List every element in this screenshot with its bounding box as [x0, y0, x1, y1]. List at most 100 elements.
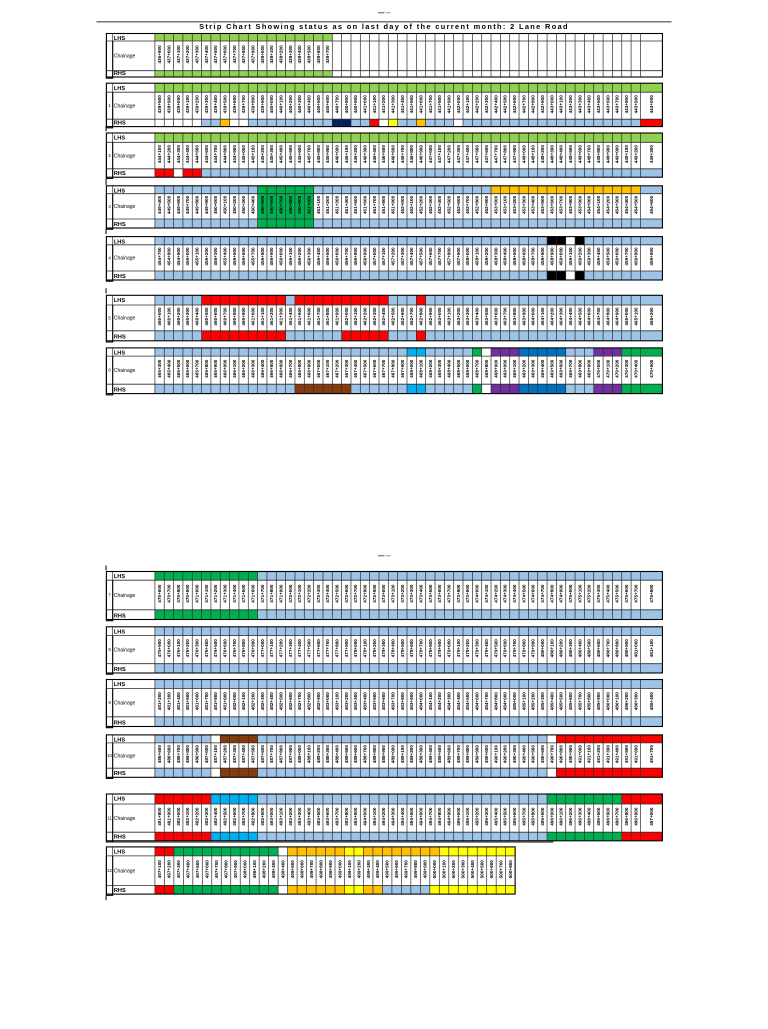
svg-text:453+600: 453+600: [549, 195, 554, 214]
svg-text:493+600: 493+600: [325, 807, 330, 826]
svg-text:485+400: 485+400: [549, 692, 554, 711]
svg-text:445+000: 445+000: [241, 145, 246, 164]
svg-text:474+000: 474+000: [475, 584, 480, 603]
svg-text:468+800: 468+800: [484, 359, 489, 378]
svg-text:476+000: 476+000: [166, 639, 171, 658]
svg-text:473+600: 473+600: [437, 584, 442, 603]
svg-text:476+600: 476+600: [222, 639, 227, 658]
svg-text:492+600: 492+600: [232, 807, 237, 826]
svg-text:471+700: 471+700: [260, 584, 265, 603]
svg-text:446+000: 446+000: [335, 145, 340, 164]
svg-text:491+800: 491+800: [157, 807, 162, 826]
svg-text:478+400: 478+400: [391, 639, 396, 658]
svg-text:484+600: 484+600: [475, 692, 480, 711]
svg-text:463+400: 463+400: [475, 307, 480, 326]
svg-text:482+600: 482+600: [288, 692, 293, 711]
svg-text:439+200: 439+200: [194, 95, 199, 114]
svg-text:463+000: 463+000: [437, 307, 442, 326]
svg-text:438+900: 438+900: [166, 95, 171, 114]
svg-text:477+600: 477+600: [316, 639, 321, 658]
svg-text:452+800: 452+800: [475, 195, 480, 214]
svg-text:499+100: 499+100: [347, 860, 352, 879]
svg-text:498+100: 498+100: [252, 860, 257, 879]
svg-text:484+800: 484+800: [493, 692, 498, 711]
svg-text:499+200: 499+200: [356, 860, 361, 879]
svg-text:441+900: 441+900: [447, 95, 452, 114]
svg-text:458+500: 458+500: [512, 247, 517, 266]
svg-text:483+200: 483+200: [344, 692, 349, 711]
svg-text:444+100: 444+100: [157, 145, 162, 164]
svg-text:439+600: 439+600: [232, 95, 237, 114]
svg-text:444+800: 444+800: [222, 145, 227, 164]
svg-text:480+900: 480+900: [624, 639, 629, 658]
svg-text:458+600: 458+600: [521, 247, 526, 266]
svg-text:439+400: 439+400: [213, 95, 218, 114]
svg-text:485+900: 485+900: [596, 692, 601, 711]
svg-text:RHS: RHS: [114, 771, 126, 777]
svg-text:467+900: 467+900: [400, 359, 405, 378]
svg-text:500+600: 500+600: [489, 860, 494, 879]
svg-text:471+900: 471+900: [279, 584, 284, 603]
svg-text:486+400: 486+400: [649, 692, 654, 711]
svg-text:487+300: 487+300: [232, 745, 237, 764]
svg-text:484+500: 484+500: [465, 692, 470, 711]
svg-text:442+000: 442+000: [456, 95, 461, 114]
svg-text:454+500: 454+500: [633, 195, 638, 214]
svg-text:475+000: 475+000: [568, 584, 573, 603]
svg-text:445+700: 445+700: [307, 145, 312, 164]
svg-text:437+600: 437+600: [222, 45, 227, 64]
svg-text:450+000: 450+000: [213, 195, 218, 214]
svg-text:449+800: 449+800: [194, 195, 199, 214]
svg-text:486+200: 486+200: [624, 692, 629, 711]
svg-text:RHS: RHS: [114, 387, 126, 393]
svg-text:499+800: 499+800: [413, 860, 418, 879]
svg-text:444+500: 444+500: [194, 145, 199, 164]
svg-text:440+700: 440+700: [335, 95, 340, 114]
svg-text:481+500: 481+500: [185, 692, 190, 711]
svg-text:467+800: 467+800: [391, 359, 396, 378]
svg-text:445+800: 445+800: [316, 145, 321, 164]
svg-text:469+600: 469+600: [559, 359, 564, 378]
svg-text:499+900: 499+900: [423, 860, 428, 879]
svg-text:460+700: 460+700: [222, 307, 227, 326]
svg-text:453+500: 453+500: [540, 195, 545, 214]
svg-text:481+000: 481+000: [633, 639, 638, 658]
svg-text:475+800: 475+800: [649, 584, 654, 603]
svg-text:489+100: 489+100: [400, 745, 405, 764]
svg-text:492+300: 492+300: [204, 807, 209, 826]
svg-text:444+300: 444+300: [176, 145, 181, 164]
svg-text:Chainage: Chainage: [114, 868, 136, 874]
svg-text:500+300: 500+300: [461, 860, 466, 879]
svg-text:488+800: 488+800: [372, 745, 377, 764]
svg-text:458+000: 458+000: [465, 247, 470, 266]
svg-text:480+500: 480+500: [587, 639, 592, 658]
svg-text:437+100: 437+100: [176, 45, 181, 64]
svg-text:482+100: 482+100: [241, 692, 246, 711]
svg-text:454+100: 454+100: [596, 195, 601, 214]
svg-text:491+300: 491+300: [605, 745, 610, 764]
svg-text:10: 10: [107, 753, 112, 758]
svg-text:495+000: 495+000: [456, 807, 461, 826]
svg-text:455+300: 455+300: [213, 247, 218, 266]
svg-text:464+700: 464+700: [596, 307, 601, 326]
svg-text:489+300: 489+300: [419, 745, 424, 764]
svg-text:497+800: 497+800: [224, 860, 229, 879]
svg-text:4: 4: [108, 255, 111, 260]
svg-text:438+200: 438+200: [279, 45, 284, 64]
svg-text:481+700: 481+700: [204, 692, 209, 711]
svg-text:466+400: 466+400: [260, 359, 265, 378]
svg-text:LHS: LHS: [114, 738, 125, 744]
svg-text:477+700: 477+700: [325, 639, 330, 658]
svg-text:496+900: 496+900: [633, 807, 638, 826]
svg-text:488+100: 488+100: [307, 745, 312, 764]
svg-text:451+900: 451+900: [391, 195, 396, 214]
svg-text:447+500: 447+500: [475, 145, 480, 164]
svg-text:487+000: 487+000: [204, 745, 209, 764]
svg-text:458+300: 458+300: [493, 247, 498, 266]
svg-text:463+300: 463+300: [465, 307, 470, 326]
svg-text:453+700: 453+700: [559, 195, 564, 214]
svg-text:474+200: 474+200: [493, 584, 498, 603]
svg-text:437+900: 437+900: [250, 45, 255, 64]
svg-text:463+200: 463+200: [456, 307, 461, 326]
svg-text:LHS: LHS: [114, 630, 125, 636]
